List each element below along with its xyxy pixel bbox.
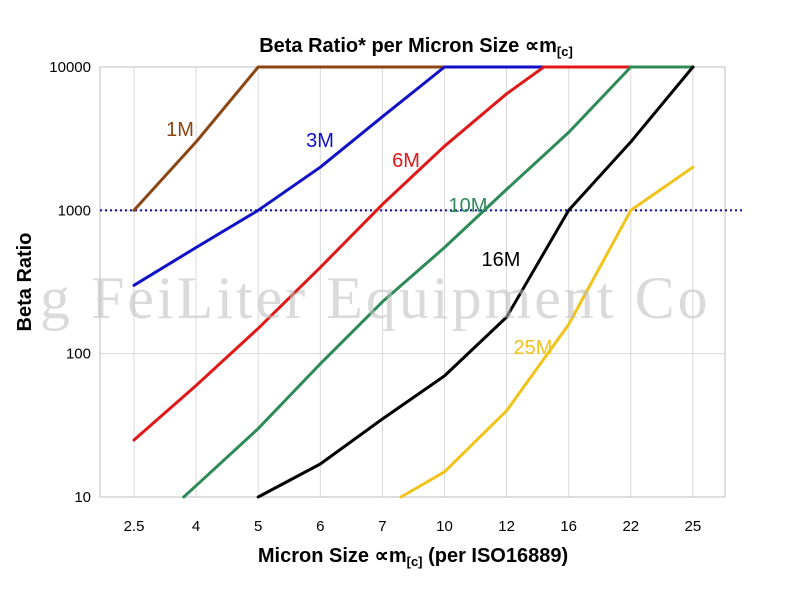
x-axis-title: Micron Size ∝m[c] (per ISO16889) <box>258 545 568 569</box>
y-tick-label: 10000 <box>49 59 91 76</box>
y-tick-labels: 10 100 1000 10000 <box>49 59 91 506</box>
series-lines <box>132 65 695 499</box>
series-label-25m: 25M <box>514 337 553 359</box>
series-label-6m: 6M <box>392 150 420 172</box>
x-tick-label: 10 <box>436 518 453 535</box>
y-tick-label: 100 <box>66 346 91 363</box>
watermark: g FeiLiter Equipment Co <box>40 265 711 331</box>
series-line-6m <box>132 65 695 442</box>
series-line-25m <box>399 165 695 499</box>
x-tick-label: 7 <box>378 518 386 535</box>
x-tick-label: 4 <box>192 518 200 535</box>
series-line-16m <box>256 65 695 499</box>
series-label-10m: 10M <box>449 195 488 217</box>
x-tick-label: 5 <box>254 518 262 535</box>
series-labels: 1M 3M 6M 10M 16M 25M <box>166 119 552 359</box>
x-tick-label: 22 <box>622 518 639 535</box>
chart-title: Beta Ratio* per Micron Size ∝m[c] <box>259 35 573 59</box>
series-line-3m <box>132 65 695 287</box>
series-line-10m <box>182 65 695 499</box>
x-tick-label: 25 <box>685 518 702 535</box>
x-tick-label: 6 <box>316 518 324 535</box>
x-tick-label: 2.5 <box>124 518 145 535</box>
x-tick-label: 16 <box>560 518 577 535</box>
series-label-3m: 3M <box>306 130 334 152</box>
y-tick-label: 1000 <box>58 202 91 219</box>
y-axis-title: Beta Ratio <box>14 233 36 332</box>
series-label-16m: 16M <box>482 249 521 271</box>
series-label-1m: 1M <box>166 119 194 141</box>
x-tick-labels: 2.5 4 5 6 7 10 12 16 22 25 <box>124 518 702 535</box>
x-tick-label: 12 <box>498 518 515 535</box>
y-tick-label: 10 <box>74 489 91 506</box>
